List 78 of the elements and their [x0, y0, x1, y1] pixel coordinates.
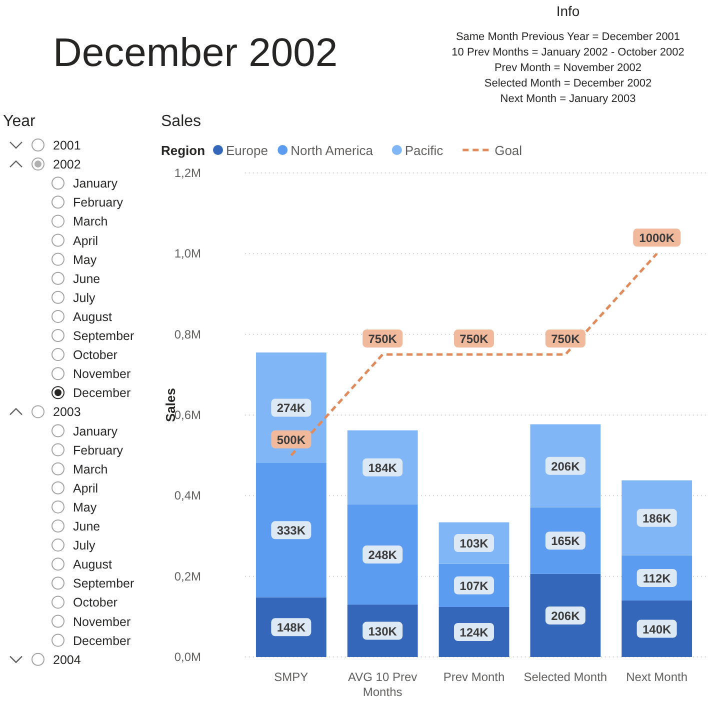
legend-title: Region: [161, 143, 206, 158]
legend-label: Goal: [494, 143, 522, 158]
text: August: [73, 310, 112, 324]
bar: [530, 574, 601, 657]
text: Same Month Previous Year = December 2001: [456, 31, 680, 43]
data-label: 750K: [368, 332, 398, 346]
data-label: 186K: [642, 511, 672, 526]
text: September: [73, 576, 134, 591]
bar: [530, 424, 601, 508]
text: October: [73, 348, 118, 362]
text: Selected Month = December 2002: [484, 78, 652, 90]
data-label: 165K: [551, 534, 580, 548]
text: 10 Prev Months = January 2002 - October 2002: [452, 46, 684, 58]
data-label: 148K: [276, 620, 306, 635]
text: September: [73, 329, 134, 343]
y-tick-label: 0,0M: [174, 650, 201, 664]
text: March: [73, 462, 108, 476]
x-tick-label: Next Month: [626, 670, 688, 684]
text: December 2002: [53, 31, 338, 75]
y-tick-label: 0,6M: [174, 408, 201, 422]
text: November: [73, 614, 131, 629]
data-label: 274K: [276, 401, 306, 416]
text: December: [73, 386, 131, 400]
y-tick-label: 1,2M: [174, 166, 201, 180]
text: January: [73, 424, 118, 438]
data-label: 750K: [551, 332, 580, 346]
text: October: [73, 596, 118, 610]
text: June: [73, 272, 100, 286]
data-label: 248K: [368, 548, 398, 562]
bar: [347, 504, 418, 605]
text: August: [73, 558, 112, 572]
text: July: [73, 290, 96, 305]
y-tick-label: 0,4M: [174, 488, 201, 503]
text: January: [73, 176, 118, 191]
text: December: [73, 634, 131, 648]
data-label: 124K: [460, 625, 489, 640]
y-tick-label: 1,0M: [174, 246, 201, 261]
data-label: 500K: [276, 432, 306, 447]
x-tick-label: AVG 10 Prev Months: [348, 670, 418, 699]
chart-title: Sales: [161, 113, 202, 130]
legend-label: Pacific: [404, 143, 444, 158]
y-tick-label: 0,8M: [174, 327, 201, 342]
data-label: 1000K: [639, 231, 675, 246]
text: November: [73, 367, 131, 382]
text: 2001: [53, 138, 81, 152]
text: February: [73, 443, 124, 458]
text: April: [73, 481, 98, 496]
text: Info: [556, 3, 580, 19]
data-label: 107K: [460, 578, 489, 593]
data-label: 333K: [276, 524, 306, 538]
text: Prev Month = November 2002: [494, 62, 642, 74]
data-label: 750K: [460, 332, 489, 346]
x-tick-label: SMPY: [274, 670, 308, 684]
text: May: [73, 500, 98, 514]
text: April: [73, 234, 98, 248]
text: 2003: [53, 405, 81, 420]
text: 2004: [53, 652, 81, 667]
text: June: [73, 520, 100, 534]
legend-label: Europe: [226, 143, 268, 158]
data-label: 103K: [460, 536, 489, 551]
text: Next Month = January 2003: [500, 93, 636, 105]
data-label: 206K: [551, 608, 580, 623]
data-label: 184K: [368, 460, 398, 475]
legend-label: North America: [290, 143, 374, 158]
data-label: 140K: [642, 622, 672, 636]
x-tick-label: Prev Month: [443, 670, 505, 684]
bar: [256, 462, 326, 598]
text: Year: [3, 113, 36, 130]
text: March: [73, 214, 108, 229]
x-tick-label: Selected Month: [524, 670, 608, 684]
text: 2002: [53, 158, 81, 172]
y-tick-label: 0,2M: [174, 569, 201, 584]
data-label: 112K: [642, 571, 672, 586]
data-label: 206K: [551, 459, 580, 474]
text: July: [73, 538, 96, 553]
text: May: [73, 252, 98, 267]
data-label: 130K: [368, 624, 398, 638]
text: February: [73, 196, 124, 210]
